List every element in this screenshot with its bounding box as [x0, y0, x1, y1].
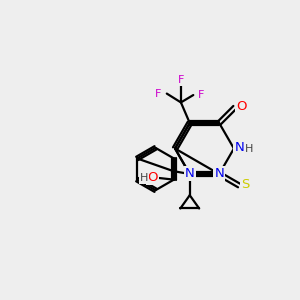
Text: N: N: [234, 141, 244, 154]
Text: O: O: [236, 100, 247, 113]
Text: H: H: [245, 144, 254, 154]
Text: N: N: [214, 167, 224, 180]
Text: S: S: [242, 178, 250, 191]
Text: F: F: [155, 88, 162, 99]
Text: F: F: [197, 90, 204, 100]
Text: O: O: [148, 171, 158, 184]
Text: N: N: [185, 167, 195, 180]
Text: F: F: [178, 75, 184, 85]
Text: H: H: [140, 173, 148, 183]
